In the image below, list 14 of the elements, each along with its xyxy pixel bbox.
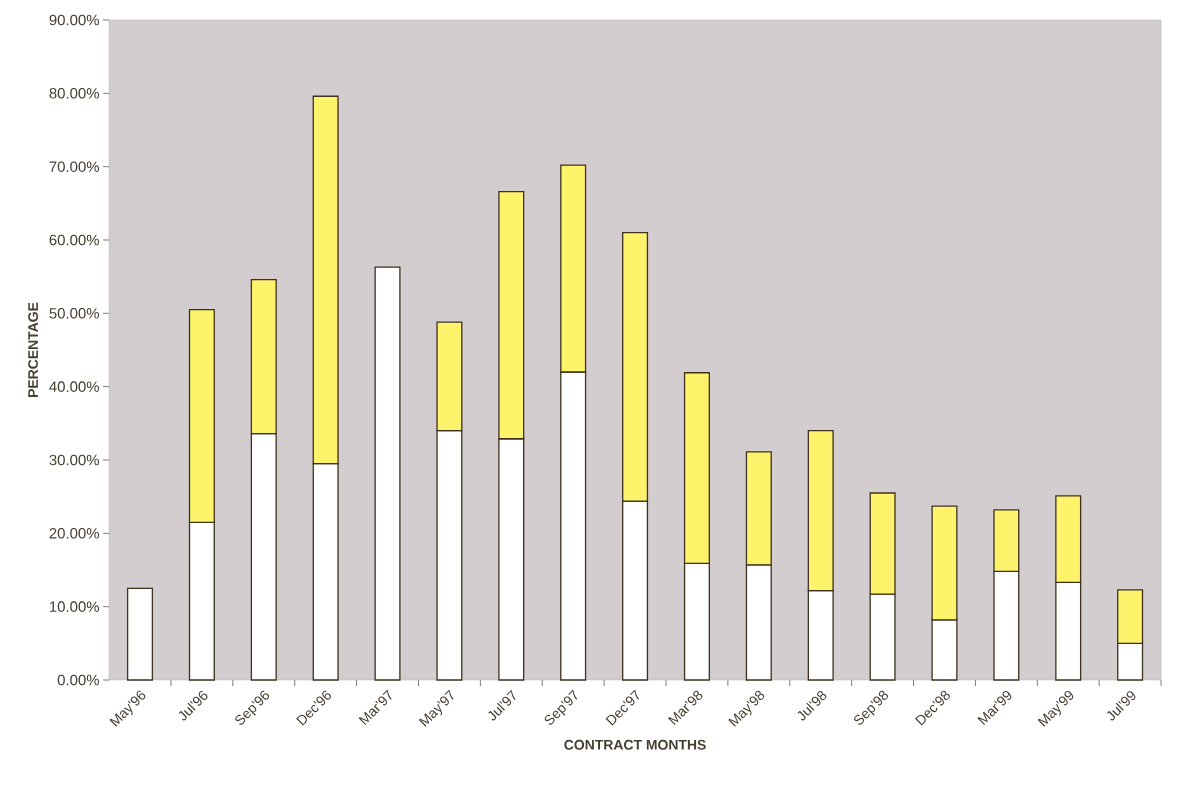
y-tick-label: 90.00% <box>49 14 99 26</box>
y-tick-label: 60.00% <box>49 234 99 246</box>
y-tick-label: 70.00% <box>49 161 99 172</box>
y-tick-label: 20.00% <box>49 528 99 539</box>
y-tick-label: 30.00% <box>49 454 99 466</box>
y-tick-label: 10.00% <box>50 601 99 612</box>
y-tick-label: 80.00% <box>49 88 99 99</box>
y-axis-title: PERCENTAGE <box>28 302 39 397</box>
bar <box>126 587 154 681</box>
bar <box>374 266 401 681</box>
y-tick-label: 0.00% <box>57 674 99 686</box>
y-tick-label: 40.00% <box>49 381 99 392</box>
x-axis-title: CONTRACT MONTHS <box>564 739 706 750</box>
y-tick-label: 50.00% <box>49 308 99 319</box>
